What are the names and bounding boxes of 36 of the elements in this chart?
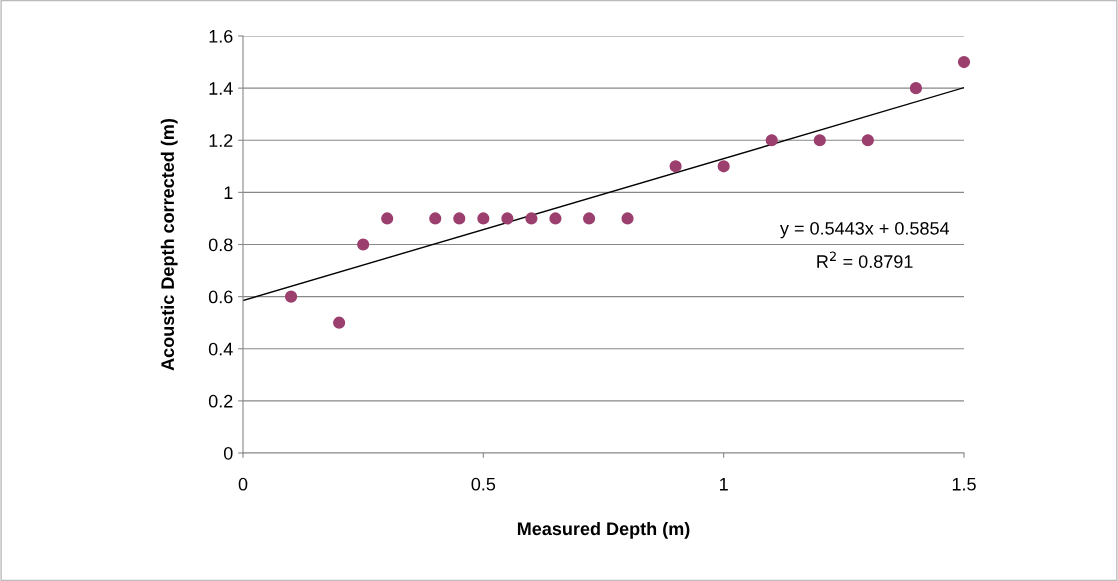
y-axis-title: Acoustic Depth corrected (m) [160, 118, 178, 371]
point [477, 212, 490, 225]
point [284, 290, 298, 303]
annotation: R$^{2}$ = 0.8791 [817, 251, 913, 268]
y-tick-label: 0.2 [208, 394, 233, 408]
point [453, 212, 466, 225]
point [501, 212, 514, 225]
y-tick-label: 0.6 [208, 290, 233, 304]
point [957, 55, 971, 69]
point [525, 212, 538, 225]
point [357, 238, 370, 251]
y-tick-label: 0 [223, 446, 233, 460]
point [621, 212, 634, 225]
x-tick-label: 0 [238, 477, 248, 491]
point [333, 316, 346, 329]
point [765, 134, 778, 147]
point [549, 212, 562, 225]
point [429, 212, 442, 225]
point [813, 134, 826, 147]
y-tick-label: 1.2 [209, 134, 233, 147]
y-tick-label: 1.4 [209, 82, 233, 95]
y-tick-label: 0.4 [208, 342, 233, 356]
y-tick-label: 1.6 [209, 29, 233, 43]
y-tick-label: 0.8 [208, 238, 233, 252]
annotation: y = 0.5443x + 0.5854 [779, 221, 950, 239]
point [583, 212, 596, 225]
point [669, 160, 682, 173]
x-tick-label: 1 [720, 477, 728, 491]
x-tick-label: 0.5 [471, 477, 496, 491]
point [861, 134, 874, 147]
x-tick-label: 1.5 [952, 477, 976, 491]
point [717, 160, 730, 173]
y-tick-label: 1 [224, 186, 233, 199]
x-axis-title: Measured Depth (m) [517, 521, 690, 539]
point [381, 212, 394, 225]
point [909, 82, 923, 95]
